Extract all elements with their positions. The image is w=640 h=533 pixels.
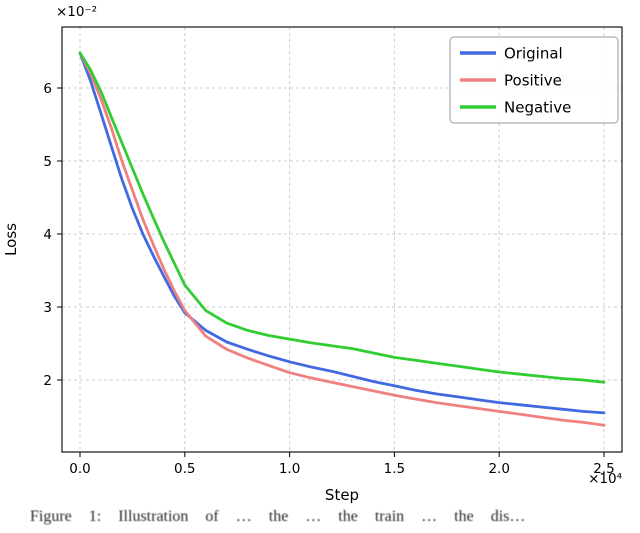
legend-label-original: Original: [504, 45, 563, 63]
y-tick-label: 3: [43, 300, 52, 316]
plot-frame: [61, 26, 623, 453]
y-tick-label: 6: [43, 81, 52, 97]
x-tick-label: 0.0: [69, 461, 90, 477]
x-tick-label: 2.0: [488, 461, 509, 477]
x-axis-label: Step: [325, 486, 359, 504]
y-tick-label: 4: [43, 227, 52, 243]
figure-caption: Figure 1: Illustration of … the … the tr…: [30, 508, 526, 525]
y-tick-label: 2: [43, 373, 52, 389]
x-offset-text: ×10⁴: [588, 471, 622, 487]
x-tick-label: 1.0: [279, 461, 300, 477]
series-line-negative: [78, 51, 606, 384]
legend-frame: [449, 36, 619, 124]
x-tick-label: 2.5: [593, 461, 614, 477]
y-axis-label: Loss: [2, 223, 20, 256]
series-line-original: [78, 51, 606, 415]
legend-label-negative: Negative: [504, 99, 571, 117]
y-offset-text: ×10⁻²: [56, 4, 97, 20]
legend-label-positive: Positive: [504, 72, 562, 90]
x-tick-label: 0.5: [174, 461, 195, 477]
x-tick-label: 1.5: [384, 461, 405, 477]
y-tick-label: 5: [43, 154, 52, 170]
loss-chart: 0.0 0.5 1.0 1.5 2.0 2.5 2 3 4 5 6 ×10⁻² ×10⁴ Step Loss…: [2, 4, 623, 504]
series-line-positive: [78, 51, 606, 427]
